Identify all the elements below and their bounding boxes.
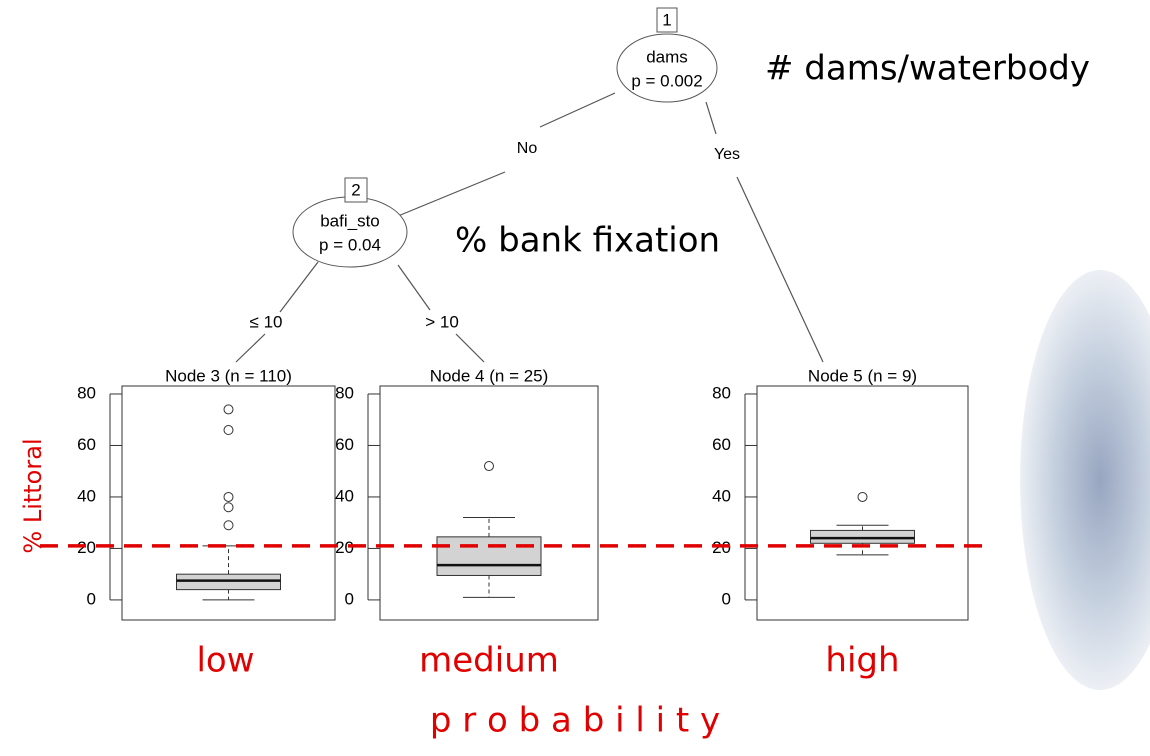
water-decoration — [1020, 270, 1150, 690]
node-p: p = 0.04 — [319, 235, 381, 254]
node-id: 1 — [662, 10, 671, 29]
outlier — [485, 462, 494, 471]
outlier — [858, 492, 867, 501]
y-tick-label: 0 — [345, 589, 354, 608]
box — [811, 530, 915, 543]
edge — [540, 93, 615, 127]
y-tick-label: 80 — [335, 383, 354, 402]
y-tick-label: 60 — [77, 435, 96, 454]
tree-node — [617, 34, 717, 102]
x-axis-label: p r o b a b i l i t y — [430, 701, 720, 741]
y-tick-label: 60 — [712, 435, 731, 454]
node-p: p = 0.002 — [631, 71, 702, 90]
y-tick-label: 40 — [712, 486, 731, 505]
panel-title: Node 4 (n = 25) — [430, 366, 549, 385]
node-variable: bafi_sto — [320, 211, 380, 230]
y-tick-label: 80 — [712, 383, 731, 402]
panel-title: Node 5 (n = 9) — [808, 366, 917, 385]
edge-label: > 10 — [425, 312, 459, 331]
y-tick-label: 0 — [87, 589, 96, 608]
outlier — [224, 503, 233, 512]
box — [177, 574, 281, 589]
category-label: medium — [419, 641, 559, 681]
figure: 1 dams p = 0.002 2 bafi_sto p = 0.04 No … — [0, 0, 1150, 756]
edge-label: Yes — [714, 146, 740, 163]
annotation: # dams/waterbody — [765, 49, 1090, 89]
y-tick-label: 0 — [722, 589, 731, 608]
edge — [456, 334, 484, 362]
edge — [706, 102, 716, 134]
category-label: low — [196, 641, 254, 681]
panel-title: Node 3 (n = 110) — [165, 366, 292, 385]
y-tick-label: 40 — [335, 486, 354, 505]
annotation: % bank fixation — [455, 221, 720, 261]
edge — [280, 262, 318, 312]
y-axis-label: % Littoral — [19, 438, 47, 553]
outlier — [224, 521, 233, 530]
outlier — [224, 492, 233, 501]
y-tick-label: 40 — [77, 486, 96, 505]
edge-label: No — [517, 140, 538, 157]
box — [437, 537, 541, 576]
outlier — [224, 426, 233, 435]
y-tick-label: 80 — [77, 383, 96, 402]
panel-frame — [757, 386, 968, 620]
y-tick-label: 60 — [335, 435, 354, 454]
tree-node — [293, 197, 407, 267]
outlier — [224, 405, 233, 414]
edge — [398, 172, 505, 216]
edge-label: ≤ 10 — [250, 312, 283, 331]
node-id: 2 — [351, 180, 360, 199]
node-variable: dams — [646, 47, 688, 66]
edge — [737, 177, 823, 362]
edge — [398, 265, 430, 310]
category-label: high — [825, 641, 899, 681]
edge — [236, 334, 265, 362]
